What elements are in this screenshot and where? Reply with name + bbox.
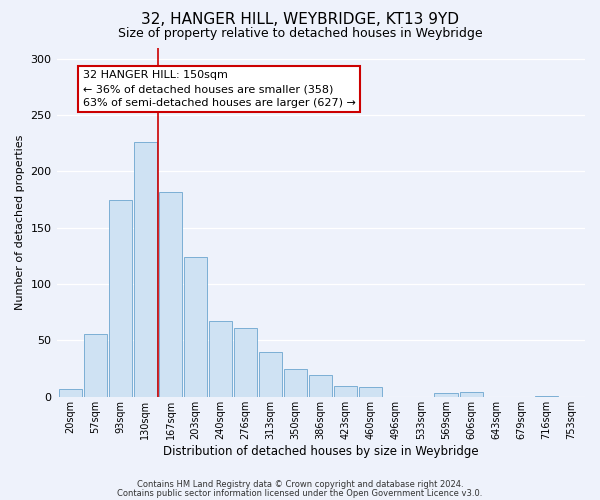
Bar <box>460 392 482 397</box>
Text: 32, HANGER HILL, WEYBRIDGE, KT13 9YD: 32, HANGER HILL, WEYBRIDGE, KT13 9YD <box>141 12 459 28</box>
Bar <box>159 192 182 397</box>
Bar <box>84 334 107 397</box>
Bar <box>259 352 282 397</box>
Text: Contains HM Land Registry data © Crown copyright and database right 2024.: Contains HM Land Registry data © Crown c… <box>137 480 463 489</box>
Bar <box>109 200 132 397</box>
Bar <box>535 396 558 397</box>
Bar <box>284 368 307 397</box>
Text: 32 HANGER HILL: 150sqm
← 36% of detached houses are smaller (358)
63% of semi-de: 32 HANGER HILL: 150sqm ← 36% of detached… <box>83 70 356 108</box>
Bar <box>209 322 232 397</box>
Bar <box>434 394 458 397</box>
Bar <box>184 257 207 397</box>
Bar <box>134 142 157 397</box>
Text: Contains public sector information licensed under the Open Government Licence v3: Contains public sector information licen… <box>118 488 482 498</box>
Bar <box>359 386 382 397</box>
X-axis label: Distribution of detached houses by size in Weybridge: Distribution of detached houses by size … <box>163 444 479 458</box>
Y-axis label: Number of detached properties: Number of detached properties <box>15 134 25 310</box>
Bar <box>59 389 82 397</box>
Text: Size of property relative to detached houses in Weybridge: Size of property relative to detached ho… <box>118 28 482 40</box>
Bar <box>234 328 257 397</box>
Bar <box>309 376 332 397</box>
Bar <box>334 386 358 397</box>
